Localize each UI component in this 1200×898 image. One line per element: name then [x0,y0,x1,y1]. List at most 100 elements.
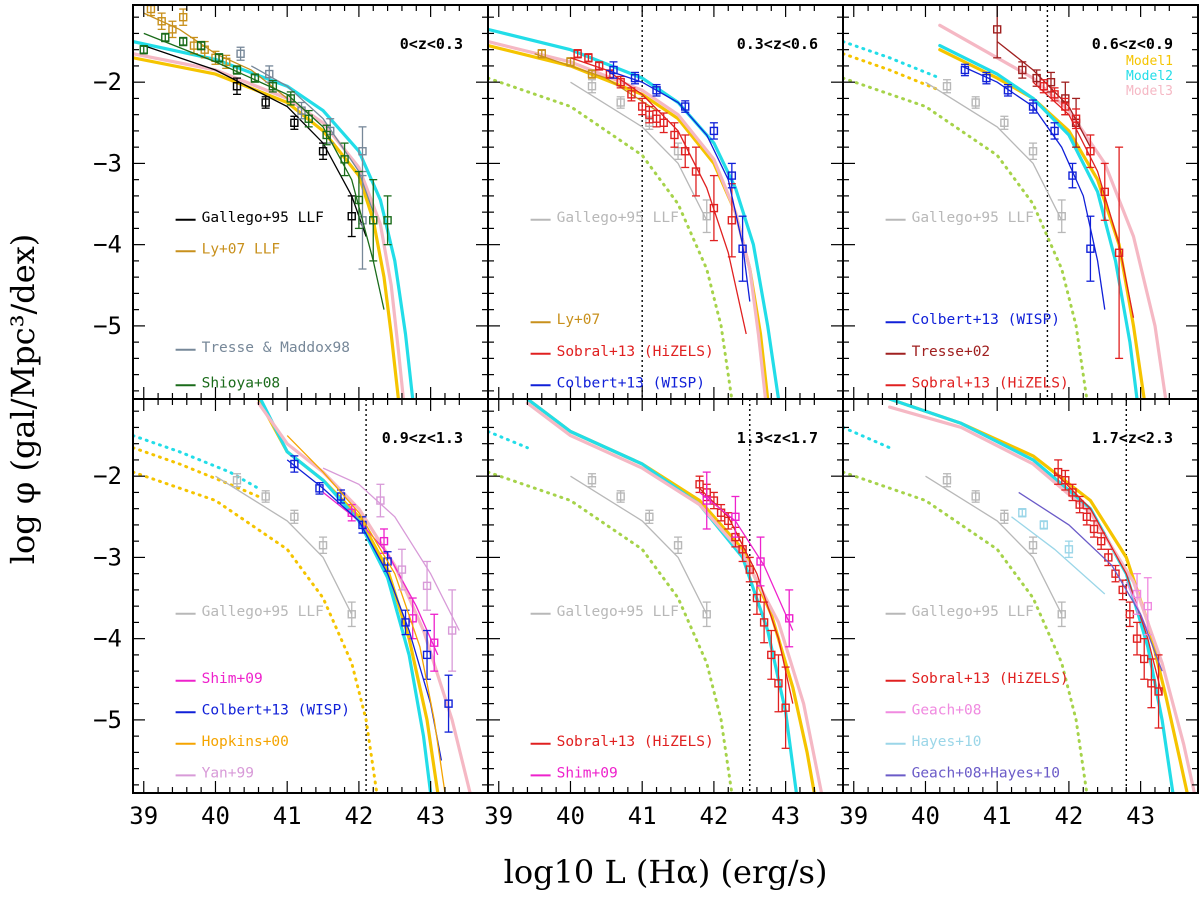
redshift-label: 0.9<z<1.3 [382,429,463,447]
fit-line-yan-99 [322,467,460,631]
data-point-gallego-95-llf [971,490,980,503]
data-point-sobral-13-hizels- [573,49,582,59]
data-point-sobral-13-hizels- [1147,658,1156,709]
data-marker [265,69,274,79]
data-marker [358,147,367,156]
data-marker [286,94,295,103]
data-point-gallego-95-llf [1057,199,1066,234]
data-point-sobral-13-hizels- [594,61,604,71]
data-marker [1147,679,1156,688]
data-point-sobral-13-hizels- [1100,162,1109,221]
data-marker [383,216,392,225]
data-marker [752,593,762,603]
data-point-sobral-13-hizels- [1086,134,1095,169]
legend-label: Colbert+13 (WISP) [557,375,705,391]
y-axis-title: log φ (gal/Mpc³/dex) [4,234,42,565]
data-marker [587,476,597,485]
data-point-gallego-95-llf [702,601,711,628]
data-marker [168,25,177,34]
x-tick-label: 40 [556,802,585,830]
data-marker [1143,601,1152,611]
data-marker [139,45,148,54]
data-point-colbert-13-wisp- [315,482,324,495]
data-marker [1003,86,1013,95]
y-tick-label: −4 [93,625,122,653]
data-point-shioya-08 [214,53,224,63]
fit-line-geach-08-hayes-10 [1018,491,1163,672]
data-marker [318,541,328,550]
data-marker [992,25,1002,34]
legend-label: Ly+07 LLF [202,241,281,257]
x-tick-label: 40 [911,802,940,830]
model-curve-gallego-95-llf-z-0- [488,470,734,793]
data-point-tresse-maddox98 [236,46,245,61]
data-point-shioya-08 [268,79,278,93]
data-marker [354,195,364,205]
data-marker [745,565,754,574]
panel-frame [842,398,1199,794]
data-marker [759,618,769,627]
data-marker [670,130,679,140]
data-point-sobral-13-hizels- [709,174,719,242]
data-marker [340,155,349,164]
plot-area [843,399,1196,793]
data-point-sobral-13-hizels- [627,87,636,102]
panel-5: 39 40 41 42 43 1.3<z<1.7 Gallego+95 LLF Sobral+… [484,398,844,830]
data-marker [397,565,407,574]
legend-label: Sobral+13 (HiZELS) [912,671,1069,687]
data-point-gallego-95-llf [616,490,625,503]
fit-line-shim-09 [699,491,794,631]
legend-label: Geach+08+Hayes+10 [912,765,1060,781]
data-point-yan-99 [397,548,407,591]
plot-area [488,399,824,793]
legend-label: Hopkins+00 [202,734,289,750]
data-point-shioya-08 [139,44,148,55]
data-point-gallego-95-llf [232,473,242,488]
data-marker [369,216,378,225]
data-point-gallego-95-llf [1000,509,1009,524]
fit-line-gallego-95-llf [570,475,708,615]
data-marker [673,541,683,550]
data-marker [1050,126,1059,136]
data-marker [756,557,765,566]
data-point-sobral-13-hizels- [752,581,762,615]
data-marker [1061,476,1070,485]
data-marker [627,90,636,99]
data-marker [1089,524,1099,534]
data-point-gallego-95-llf [347,601,356,628]
data-marker [1132,589,1142,599]
data-marker [1111,569,1120,578]
model-curve-model2-extrapolation [843,40,942,80]
legend-label: Gallego+95 LLF [202,210,324,226]
data-marker [652,86,661,95]
data-marker [942,476,952,485]
data-point-colbert-13-wisp- [422,629,432,680]
model-curve-gallego-95-llf-z-0- [843,470,1089,793]
data-point-colbert-13-wisp- [1028,99,1038,114]
data-point-colbert-13-wisp- [1050,122,1059,140]
data-marker [401,618,410,627]
plot-area [133,5,415,399]
data-marker [1082,512,1092,521]
legend-label: Shim+09 [202,671,263,687]
data-point-sobral-13-hizels- [691,146,701,197]
data-marker [347,508,356,517]
data-marker [691,167,701,176]
data-point-sobral-13-hizels- [1071,108,1081,130]
data-marker [196,41,206,50]
data-marker [232,65,242,75]
data-point-gallego-95-llf [616,96,625,109]
data-point-colbert-13-wisp- [738,215,747,282]
model-curve-model2-extrapolation [488,430,529,450]
data-point-colbert-13-wisp- [290,455,299,473]
data-point-sobral-13-hizels- [1111,564,1120,583]
data-point-colbert-13-wisp- [1086,215,1095,282]
legend-label: Hayes+10 [912,734,982,750]
model-curve-gallego-95-llf-z-0- [488,76,734,399]
data-point-gallego-95-llf [290,115,299,130]
data-point-shioya-08 [286,91,295,106]
redshift-label: 0.6<z<0.9 [1092,35,1173,53]
data-marker [232,82,242,91]
data-point-sobral-13-hizels- [774,654,783,713]
